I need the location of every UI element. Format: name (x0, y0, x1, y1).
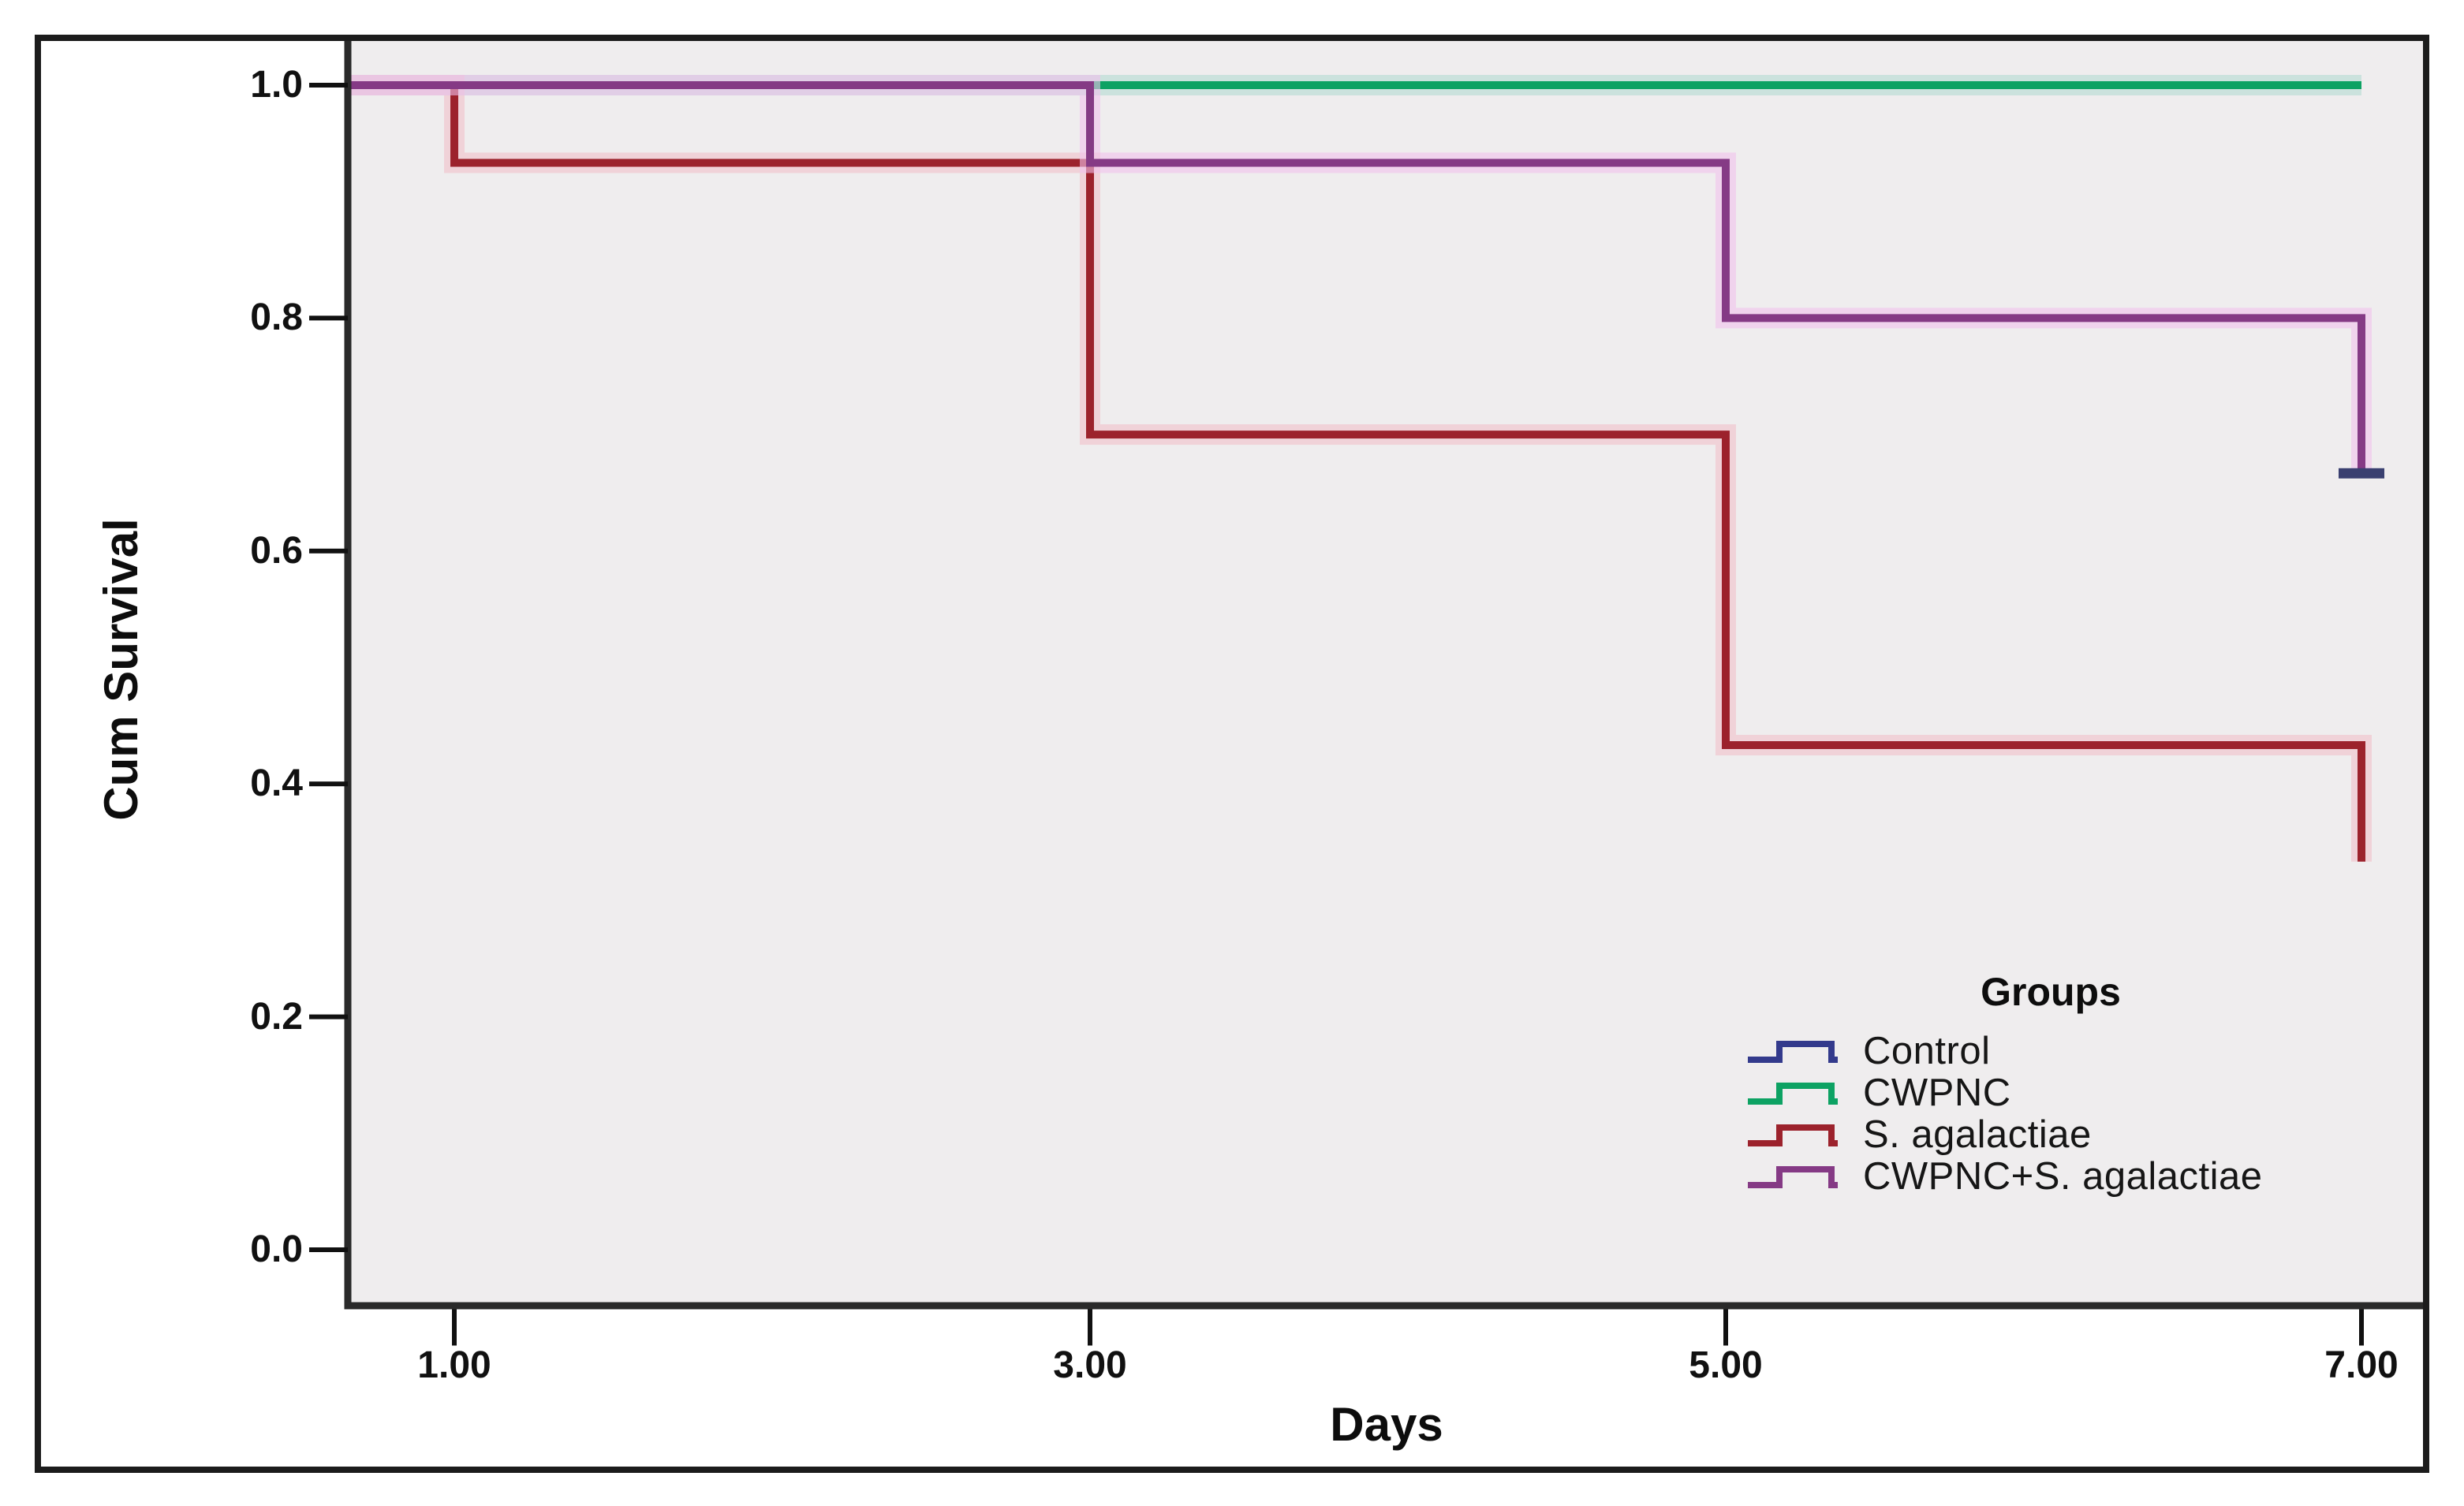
y-tick-label-0.8: 0.8 (250, 296, 303, 339)
legend-items: Control CWPNC S. agalactiae CWPNC+S. agalac… (1735, 1030, 2453, 1198)
y-tick-2 (309, 548, 348, 554)
legend-label: S. agalactiae (1863, 1113, 2092, 1156)
legend-item-1: CWPNC (1745, 1071, 2453, 1114)
y-tick-label-0.6: 0.6 (250, 529, 303, 572)
x-axis-line (344, 1302, 2423, 1310)
curve-2 (348, 81, 2365, 862)
y-axis-line (344, 41, 352, 1310)
x-tick-0 (452, 1309, 457, 1346)
legend-title: Groups (1981, 970, 2121, 1014)
y-tick-1 (309, 315, 348, 321)
x-tick-3 (2359, 1309, 2364, 1346)
survival-curves (348, 75, 2384, 862)
y-tick-5 (309, 1247, 348, 1252)
legend-item-2: S. agalactiae (1745, 1113, 2453, 1156)
legend-label: CWPNC+S. agalactiae (1863, 1154, 2263, 1198)
legend-key-step-icon (1748, 1124, 1838, 1146)
legend-key-step-icon (1748, 1082, 1838, 1105)
y-tick-label-1.0: 1.0 (250, 64, 303, 106)
x-tick-2 (1723, 1309, 1728, 1346)
x-tick-label-5.00: 5.00 (1689, 1344, 1763, 1386)
legend-label: Control (1863, 1029, 1991, 1072)
y-tick-label-0.0: 0.0 (250, 1228, 303, 1270)
x-tick-label-3.00: 3.00 (1053, 1344, 1127, 1386)
y-axis-title: Cum Survival (95, 518, 147, 821)
legend-item-3: CWPNC+S. agalactiae (1745, 1154, 2453, 1198)
legend: Groups Control CWPNC S. agalactiae CWPNC+S.… (1735, 967, 2453, 1198)
legend-key-step-icon (1748, 1165, 1838, 1188)
legend-label: CWPNC (1863, 1071, 2011, 1114)
y-tick-label-0.4: 0.4 (250, 762, 303, 805)
x-tick-1 (1088, 1309, 1092, 1346)
curve-end-cap-3 (2339, 468, 2384, 479)
y-tick-3 (309, 781, 348, 787)
legend-item-0: Control (1745, 1030, 2453, 1072)
curve-3 (348, 81, 2365, 474)
y-tick-0 (309, 83, 348, 88)
legend-key-step-icon (1748, 1040, 1838, 1063)
x-axis-title: Days (1330, 1398, 1443, 1451)
x-tick-label-1.00: 1.00 (417, 1344, 491, 1386)
figure-border (35, 35, 2429, 1473)
plot-area-background (348, 41, 2423, 1306)
y-tick-label-0.2: 0.2 (250, 995, 303, 1038)
y-tick-4 (309, 1014, 348, 1020)
x-tick-label-7.00: 7.00 (2324, 1344, 2399, 1386)
